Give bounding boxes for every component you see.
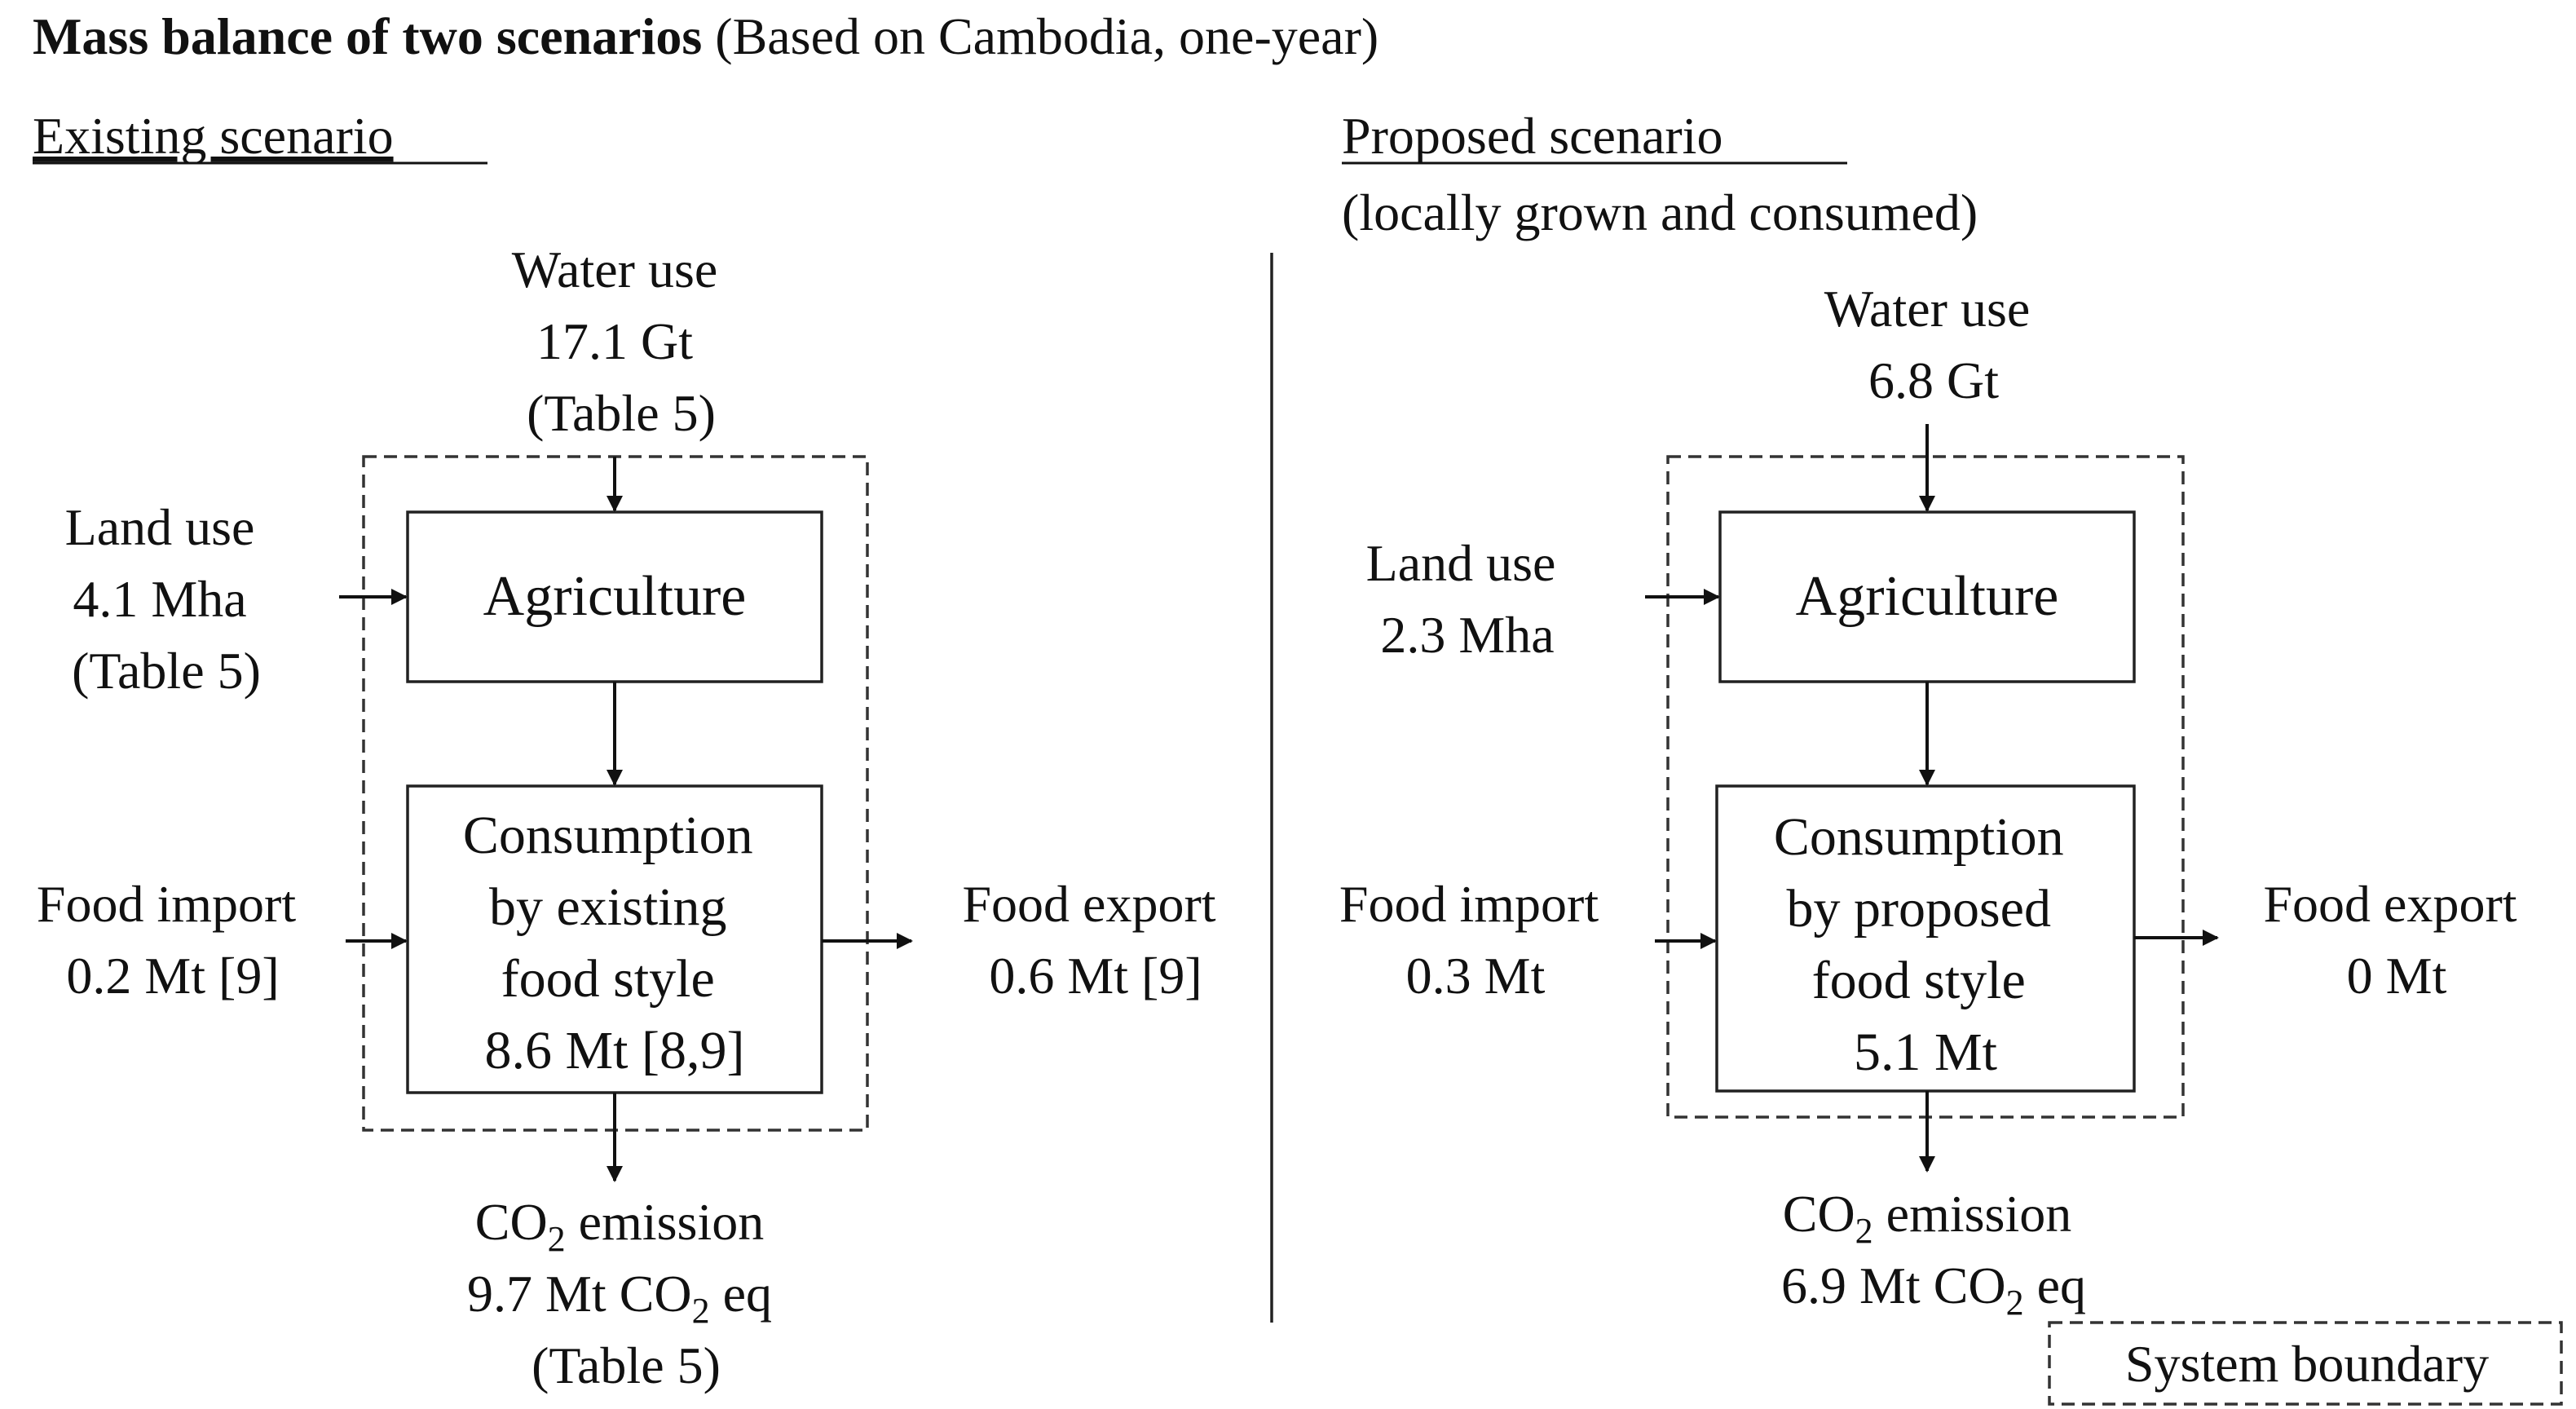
existing-food-import-value: 0.2 Mt [9] xyxy=(66,947,279,1005)
existing-food-export-value: 0.6 Mt [9] xyxy=(989,947,1202,1005)
figure-title: Mass balance of two scenarios (Based on … xyxy=(33,7,1378,65)
existing-co2-line-2-post: eq xyxy=(710,1265,772,1323)
existing-food-import: Food import 0.2 Mt [9] xyxy=(37,875,309,1005)
proposed-scenario-heading: Proposed scenario xyxy=(1342,107,1736,165)
existing-food-export-label: Food export xyxy=(962,875,1215,933)
proposed-co2-line-1-post: emission xyxy=(1873,1185,2072,1243)
existing-agriculture-label: Agriculture xyxy=(483,565,747,628)
existing-water-use-source: (Table 5) xyxy=(527,384,716,442)
proposed-land-use-value: 2.3 Mha xyxy=(1380,606,1554,664)
existing-co2-line-1-sub: 2 xyxy=(548,1219,566,1259)
proposed-water-use-label: Water use xyxy=(1824,280,2031,338)
proposed-co2-line-1-pre: CO xyxy=(1783,1185,1855,1243)
proposed-agriculture-label: Agriculture xyxy=(1796,565,2059,628)
proposed-food-export-label: Food export xyxy=(2263,875,2516,933)
existing-consumption-line-3: food style xyxy=(501,949,715,1009)
proposed-co2-emission: CO2 emission 6.9 Mt CO2 eq xyxy=(1781,1185,2086,1323)
existing-land-use: Land use 4.1 Mha (Table 5) xyxy=(65,498,268,700)
existing-consumption-line-1: Consumption xyxy=(463,806,753,865)
proposed-co2-line-2-pre: 6.9 Mt CO xyxy=(1781,1257,2006,1314)
existing-food-export: Food export 0.6 Mt [9] xyxy=(962,875,1228,1005)
legend: System boundary xyxy=(2048,1321,2563,1406)
proposed-consumption-value: 5.1 Mt xyxy=(1854,1023,1997,1082)
proposed-land-use: Land use 2.3 Mha xyxy=(1366,534,1569,664)
existing-food-import-label: Food import xyxy=(37,875,296,933)
proposed-food-import-label: Food import xyxy=(1339,875,1599,933)
proposed-water-use-value: 6.8 Gt xyxy=(1868,351,1999,409)
existing-co2-line-2: 9.7 Mt CO2 eq xyxy=(467,1265,772,1331)
legend-system-boundary-label: System boundary xyxy=(2125,1335,2489,1393)
figure-title-bold: Mass balance of two scenarios xyxy=(33,7,702,65)
existing-co2-line-2-sub: 2 xyxy=(692,1291,710,1331)
existing-consumption-box xyxy=(406,784,823,1094)
existing-water-use-value: 17.1 Gt xyxy=(536,312,693,370)
proposed-co2-line-1-sub: 2 xyxy=(1855,1211,1873,1251)
existing-consumption-label: Consumption by existing food style 8.6 M… xyxy=(463,806,766,1080)
existing-agriculture-box xyxy=(406,510,823,683)
proposed-consumption-line-2: by proposed xyxy=(1787,879,2051,939)
proposed-consumption-line-1: Consumption xyxy=(1774,807,2064,867)
proposed-land-use-label: Land use xyxy=(1366,534,1556,592)
existing-consumption-value: 8.6 Mt [8,9] xyxy=(485,1021,745,1080)
proposed-co2-line-2: 6.9 Mt CO2 eq xyxy=(1781,1257,2086,1323)
proposed-food-import: Food import 0.3 Mt xyxy=(1339,875,1612,1005)
existing-co2-line-1: CO2 emission xyxy=(475,1193,764,1259)
existing-water-use: Water use 17.1 Gt (Table 5) xyxy=(512,241,731,442)
existing-land-use-value: 4.1 Mha xyxy=(73,570,246,628)
proposed-scenario-flow: Water use 6.8 Gt Agriculture Consumption… xyxy=(1339,280,2530,1323)
proposed-consumption-box xyxy=(1715,784,2136,1093)
existing-consumption-line-2: by existing xyxy=(489,877,727,937)
existing-co2-line-1-pre: CO xyxy=(475,1193,548,1251)
existing-scenario-heading: Existing scenario xyxy=(33,107,394,165)
proposed-co2-line-2-sub: 2 xyxy=(2006,1283,2024,1323)
proposed-water-use: Water use 6.8 Gt xyxy=(1824,280,2044,409)
legend-system-boundary-swatch xyxy=(2048,1321,2563,1406)
existing-water-use-label: Water use xyxy=(512,241,718,298)
existing-land-use-source: (Table 5) xyxy=(72,642,261,700)
proposed-co2-line-1: CO2 emission xyxy=(1783,1185,2071,1251)
proposed-food-export-value: 0 Mt xyxy=(2347,947,2447,1005)
figure-title-note: (Based on Cambodia, one-year) xyxy=(702,7,1378,65)
proposed-consumption-label: Consumption by proposed food style 5.1 M… xyxy=(1774,807,2077,1082)
proposed-co2-line-2-post: eq xyxy=(2024,1257,2086,1314)
existing-co2-line-2-pre: 9.7 Mt CO xyxy=(467,1265,692,1323)
proposed-food-import-value: 0.3 Mt xyxy=(1406,947,1546,1005)
existing-co2-emission: CO2 emission 9.7 Mt CO2 eq (Table 5) xyxy=(467,1193,785,1394)
proposed-scenario-subheading: (locally grown and consumed) xyxy=(1342,183,1978,241)
proposed-food-export: Food export 0 Mt xyxy=(2263,875,2530,1005)
proposed-consumption-line-3: food style xyxy=(1812,951,2026,1010)
existing-scenario-flow: Water use 17.1 Gt (Table 5) Agriculture … xyxy=(37,241,1228,1394)
existing-land-use-label: Land use xyxy=(65,498,255,556)
existing-co2-line-1-post: emission xyxy=(566,1193,765,1251)
existing-co2-source: (Table 5) xyxy=(532,1336,721,1394)
